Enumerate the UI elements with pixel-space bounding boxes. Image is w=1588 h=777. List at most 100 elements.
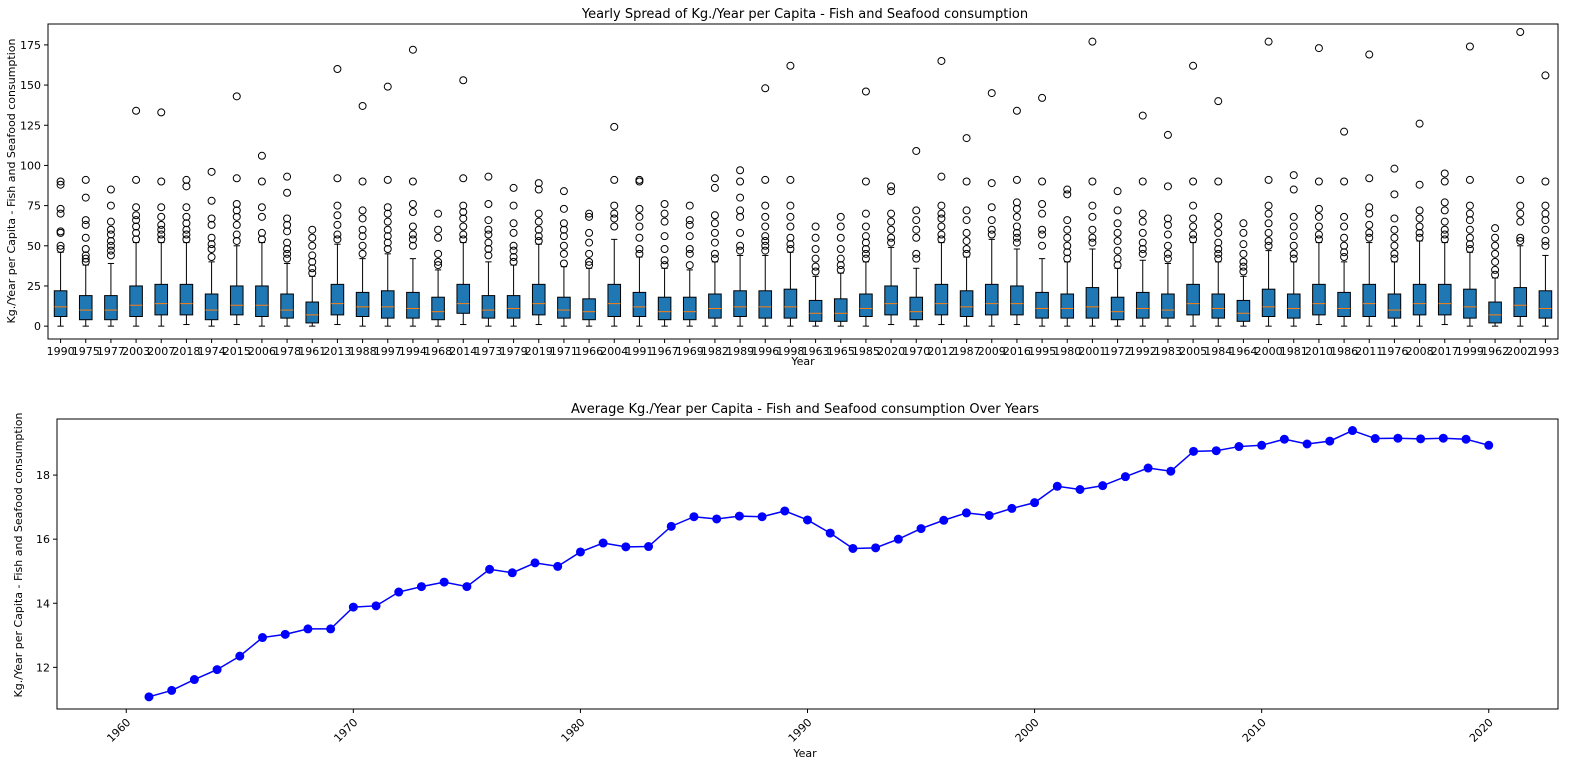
data-point-2013 <box>1325 436 1335 446</box>
box-outlier <box>1440 230 1449 239</box>
box-outlier <box>987 203 996 212</box>
box-outlier <box>434 209 443 218</box>
box-2012 <box>934 56 949 326</box>
data-point-2010 <box>1257 440 1267 450</box>
box-outlier <box>459 235 468 244</box>
boxplot-xtick-label: 1993 <box>1531 345 1559 358</box>
line-xaxis: 1960 1970 1980 1990 2000 2010 2020 <box>104 709 1496 745</box>
box-outlier <box>685 216 694 225</box>
data-point-1995 <box>916 524 926 534</box>
boxplot-xtick-label: 1974 <box>198 345 226 358</box>
box-outlier <box>207 220 216 229</box>
box-outlier <box>182 182 191 191</box>
box-outlier <box>1239 228 1248 237</box>
box-outlier <box>685 232 694 241</box>
box-outlier <box>1214 220 1223 229</box>
box-outlier <box>534 232 543 241</box>
box-outlier <box>937 209 946 218</box>
box-outlier <box>157 203 166 212</box>
box-outlier <box>635 222 644 231</box>
data-point-1966 <box>258 633 268 643</box>
box-outlier <box>1289 249 1298 258</box>
box-2007 <box>154 108 169 327</box>
box-outlier <box>283 214 292 223</box>
box-outlier <box>1189 177 1198 186</box>
data-point-2001 <box>1052 481 1062 491</box>
box-outlier <box>861 254 870 263</box>
box-outlier <box>786 245 795 253</box>
box-outlier <box>736 193 745 202</box>
box-outlier <box>585 249 594 258</box>
box-outlier <box>1113 261 1122 270</box>
box-body <box>758 290 773 319</box>
box-outlier <box>635 233 644 242</box>
box-body <box>255 285 269 318</box>
box-outlier <box>1516 201 1525 210</box>
line-xtick-label: 1990 <box>786 716 815 745</box>
box-outlier <box>157 177 166 186</box>
box-outlier <box>1390 241 1399 250</box>
box-1991 <box>632 175 647 327</box>
box-outlier <box>459 174 468 183</box>
box-outlier <box>1415 233 1424 242</box>
box-outlier <box>786 233 795 242</box>
data-point-1978 <box>530 558 540 568</box>
boxplot-xtick-label: 2014 <box>449 345 477 358</box>
box-outlier <box>434 233 443 242</box>
box-outlier <box>56 245 65 253</box>
box-outlier <box>861 209 870 218</box>
box-outlier <box>710 249 719 258</box>
box-outlier <box>1239 249 1248 258</box>
box-outlier <box>1440 169 1449 178</box>
box-outlier <box>232 206 241 215</box>
box-body <box>179 283 194 316</box>
box-outlier <box>1365 50 1374 59</box>
data-point-1981 <box>598 538 608 548</box>
boxplot-xtick-label: 2003 <box>122 345 150 358</box>
box-outlier <box>1189 230 1198 239</box>
box-outlier <box>660 232 669 241</box>
data-point-1993 <box>871 543 881 553</box>
box-body <box>1463 288 1477 319</box>
box-outlier <box>1289 254 1298 263</box>
box-outlier <box>157 212 166 221</box>
box-outlier <box>710 228 719 237</box>
box-1966 <box>582 209 596 327</box>
box-outlier <box>383 175 392 184</box>
box-body <box>1085 287 1100 319</box>
box-outlier <box>1365 228 1374 237</box>
box-outlier <box>383 217 392 226</box>
box-outlier <box>1465 175 1474 184</box>
box-outlier <box>56 228 65 237</box>
box-outlier <box>635 249 644 258</box>
data-point-1988 <box>757 512 767 522</box>
box-outlier <box>1491 224 1500 233</box>
box-outlier <box>1365 233 1374 242</box>
box-outlier <box>1138 177 1147 186</box>
box-outlier <box>710 219 719 228</box>
box-outlier <box>484 251 493 260</box>
box-outlier <box>283 188 292 197</box>
box-outlier <box>1465 245 1474 253</box>
boxplot-ytick-label: 75 <box>27 200 41 213</box>
box-outlier <box>81 254 90 263</box>
box-outlier <box>811 262 820 271</box>
box-outlier <box>1340 222 1349 231</box>
box-outlier <box>861 232 870 241</box>
box-outlier <box>1440 225 1449 234</box>
boxplot-xtick-label: 1985 <box>852 345 880 358</box>
box-outlier <box>232 230 241 239</box>
box-outlier <box>484 172 493 181</box>
box-outlier <box>962 249 971 258</box>
data-point-2018 <box>1438 433 1448 443</box>
box-outlier <box>81 245 90 253</box>
box-outlier <box>1264 228 1273 237</box>
box-outlier <box>736 206 745 215</box>
data-point-1968 <box>303 624 313 634</box>
box-outlier <box>132 216 141 225</box>
box-body <box>1186 283 1200 316</box>
box-outlier <box>836 265 845 274</box>
box-outlier <box>1365 209 1374 218</box>
box-body <box>506 295 521 319</box>
box-outlier <box>81 233 90 242</box>
